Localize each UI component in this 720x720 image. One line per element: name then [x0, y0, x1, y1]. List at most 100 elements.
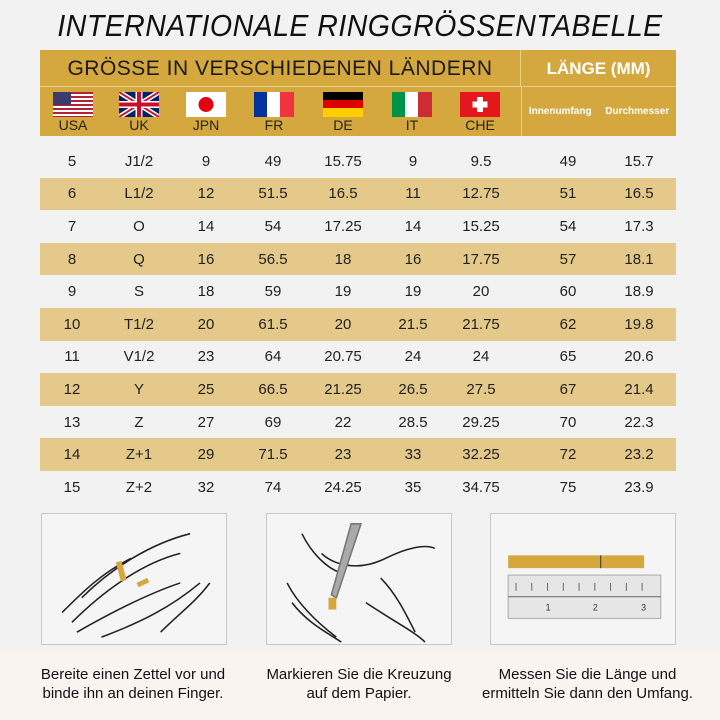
- table-cell: 22: [334, 413, 352, 431]
- table-cell: 19: [404, 283, 422, 301]
- table-cell: T1/2: [123, 315, 155, 333]
- table-cell: 9: [67, 283, 77, 301]
- table-cell: 66.5: [258, 380, 288, 398]
- table-cell: 27: [197, 413, 215, 431]
- table-cell: 51.5: [258, 185, 288, 203]
- table-cell: 6: [67, 185, 77, 203]
- country-germany: DE: [321, 92, 365, 133]
- table-cell: Z+2: [125, 478, 153, 496]
- step-3-caption: Messen Sie die Länge und ermitteln Sie da…: [465, 665, 710, 703]
- table-cell: 12: [63, 380, 81, 398]
- table-cell: 32.25: [462, 446, 500, 464]
- table-cell: 35: [404, 478, 422, 496]
- table-cell: 60: [559, 283, 577, 301]
- table-row: 7 O 14 54 17.25 14 15.25 54 17.3: [40, 210, 676, 243]
- table-cell: 72: [559, 446, 577, 464]
- table-cell: 14: [63, 446, 81, 464]
- page-title: INTERNATIONALE RINGGRÖSSENTABELLE: [57, 8, 663, 43]
- table-cell: 23.2: [624, 446, 654, 464]
- hand-marking-pen-icon: [286, 523, 436, 643]
- table-cell: 17.75: [462, 250, 500, 268]
- table-row: 14 Z+1 29 71.5 23 33 32.25 72 23.2: [40, 438, 676, 471]
- country-label: IT: [405, 117, 419, 133]
- table-cell: 22.3: [624, 413, 654, 431]
- caption-line: binde ihn an deinen Finger.: [42, 685, 224, 702]
- table-cell: 18.1: [624, 250, 654, 268]
- table-row: 13 Z 27 69 22 28.5 29.25 70 22.3: [40, 406, 676, 439]
- table-cell: 16.5: [328, 185, 358, 203]
- table-cell: 23: [334, 446, 352, 464]
- table-header: GRÖSSE IN VERSCHIEDENEN LÄNDERN LÄNGE (M…: [40, 50, 676, 136]
- table-cell: 56.5: [258, 250, 288, 268]
- table-cell: 14: [197, 217, 215, 235]
- table-cell: 21.25: [324, 380, 362, 398]
- table-cell: S: [133, 283, 145, 301]
- size-table: 5 J1/2 9 49 15.75 9 9.5 49 15.7 6 L1/2 12 51.5 16.5 11…: [40, 145, 676, 504]
- caption-line: ermitteln Sie dann den Umfang.: [482, 685, 693, 702]
- table-cell: 21.4: [624, 380, 654, 398]
- table-cell: 5: [67, 152, 77, 170]
- table-cell: 25: [197, 380, 215, 398]
- table-cell: 65: [559, 348, 577, 366]
- svg-text:1: 1: [546, 603, 551, 613]
- table-cell: V1/2: [123, 348, 155, 366]
- table-cell: 54: [559, 217, 577, 235]
- table-cell: 61.5: [258, 315, 288, 333]
- step-1-caption: Bereite einen Zettel vor und binde ihn an…: [18, 665, 248, 703]
- germany-flag-icon: [323, 92, 363, 117]
- table-cell: 16: [404, 250, 422, 268]
- table-row: 9 S 18 59 19 19 20 60 18.9: [40, 275, 676, 308]
- length-header: LÄNGE (MM): [521, 50, 676, 87]
- table-cell: 27.5: [466, 380, 496, 398]
- table-cell: O: [133, 217, 145, 235]
- caption-line: Bereite einen Zettel vor und: [40, 666, 226, 683]
- table-cell: 11: [405, 185, 421, 203]
- table-cell: 17.3: [624, 217, 654, 235]
- table-cell: 29: [197, 446, 215, 464]
- table-cell: 71.5: [258, 446, 288, 464]
- table-cell: 12.75: [462, 185, 500, 203]
- table-cell: 18: [334, 250, 352, 268]
- table-cell: 23: [197, 348, 215, 366]
- table-cell: 19: [334, 283, 352, 301]
- caption-background: [0, 650, 720, 720]
- country-japan: JPN: [184, 92, 228, 133]
- table-row: 12 Y 25 66.5 21.25 26.5 27.5 67 21.4: [40, 373, 676, 406]
- table-cell: 9: [408, 152, 418, 170]
- table-cell: 74: [264, 478, 282, 496]
- table-cell: 8: [67, 250, 77, 268]
- table-cell: 62: [559, 315, 577, 333]
- table-cell: 9: [201, 152, 211, 170]
- step-3-illustration: 1 2 3: [490, 513, 676, 645]
- country-usa: USA: [51, 92, 95, 133]
- table-cell: 75: [559, 478, 577, 496]
- sizes-header: GRÖSSE IN VERSCHIEDENEN LÄNDERN: [40, 50, 521, 87]
- country-uk: UK: [117, 92, 161, 133]
- table-cell: 10: [63, 315, 81, 333]
- table-cell: 15.75: [324, 152, 362, 170]
- table-cell: 21.5: [398, 315, 428, 333]
- table-cell: 20: [197, 315, 215, 333]
- step-2-caption: Markieren Sie die Kreuzung auf dem Papier…: [244, 665, 474, 703]
- country-label: UK: [129, 117, 149, 133]
- caption-line: Messen Sie die Länge und: [498, 666, 677, 683]
- us-flag-icon: [53, 92, 93, 117]
- table-row: 11 V1/2 23 64 20.75 24 24 65 20.6: [40, 341, 676, 374]
- italy-flag-icon: [392, 92, 432, 117]
- table-cell: 13: [63, 413, 81, 431]
- table-cell: Z+1: [125, 446, 153, 464]
- table-cell: 51: [559, 185, 577, 203]
- japan-flag-icon: [186, 92, 226, 117]
- table-cell: 49: [264, 152, 282, 170]
- table-cell: 49: [559, 152, 577, 170]
- length-subheaders: Innenumfang Durchmesser: [521, 87, 676, 136]
- inner-circumference-header: Innenumfang: [528, 106, 592, 117]
- table-cell: 7: [67, 217, 77, 235]
- table-cell: 32: [197, 478, 215, 496]
- ruler-measurement-icon: 1 2 3: [507, 555, 662, 619]
- table-cell: 14: [404, 217, 422, 235]
- table-cell: 16.5: [624, 185, 654, 203]
- country-label: CHE: [465, 117, 495, 133]
- table-row: 8 Q 16 56.5 18 16 17.75 57 18.1: [40, 242, 676, 276]
- table-cell: 26.5: [398, 380, 428, 398]
